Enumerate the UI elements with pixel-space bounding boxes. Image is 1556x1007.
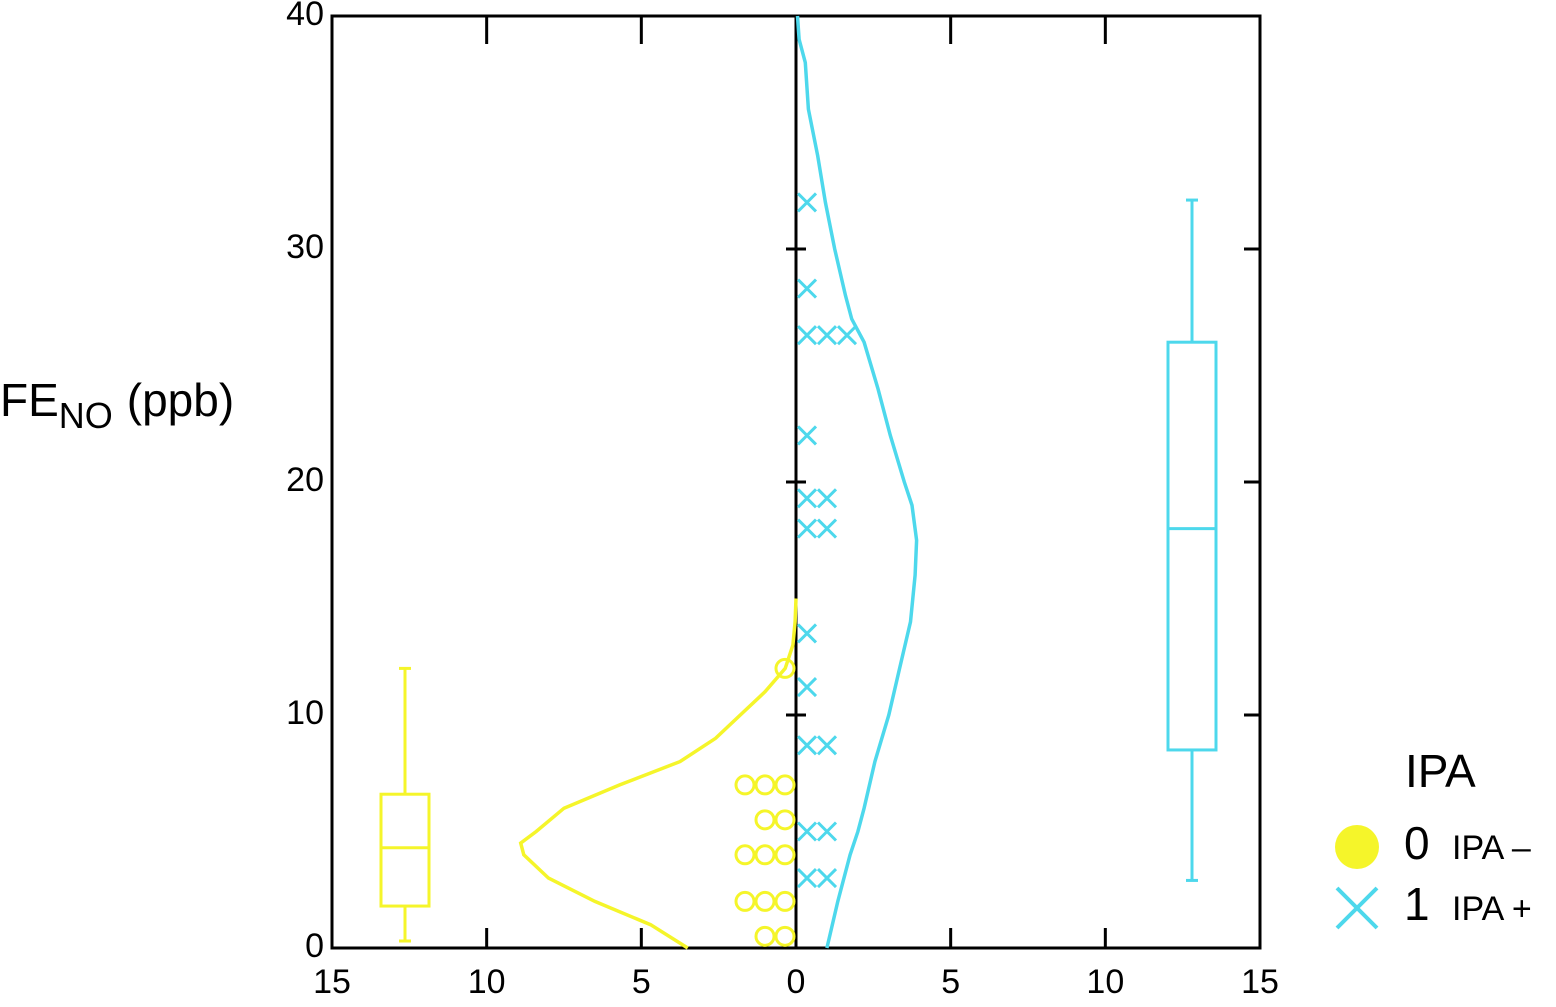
legend-marker bbox=[1335, 825, 1379, 869]
data-point bbox=[774, 809, 796, 831]
data-point bbox=[734, 844, 756, 866]
data-point bbox=[754, 809, 776, 831]
density-curve bbox=[795, 15, 919, 949]
density-curve bbox=[518, 598, 798, 950]
box bbox=[1166, 340, 1218, 752]
data-point bbox=[816, 518, 838, 539]
y-label-main: FE bbox=[0, 374, 59, 426]
data-point bbox=[816, 821, 838, 842]
data-point bbox=[734, 890, 756, 912]
legend-label: IPA + bbox=[1452, 890, 1532, 928]
data-point bbox=[796, 821, 818, 842]
x-tick-label: 15 bbox=[313, 963, 351, 1001]
legend-name: 1 bbox=[1404, 878, 1430, 930]
y-label-unit: (ppb) bbox=[127, 374, 234, 426]
data-point bbox=[796, 623, 818, 644]
legend-title: IPA bbox=[1405, 745, 1476, 797]
x-tick-label: 10 bbox=[468, 963, 506, 1001]
data-point bbox=[774, 890, 796, 912]
x-tick-label: 5 bbox=[941, 963, 960, 1001]
data-point bbox=[796, 192, 818, 213]
y-tick-label: 30 bbox=[286, 228, 324, 266]
data-point bbox=[796, 518, 818, 539]
data-point bbox=[816, 325, 838, 346]
data-point bbox=[796, 488, 818, 509]
data-point bbox=[796, 325, 818, 346]
data-point bbox=[796, 735, 818, 756]
data-point bbox=[754, 925, 776, 947]
data-point bbox=[754, 774, 776, 796]
y-tick-label: 20 bbox=[286, 461, 324, 499]
y-tick-label: 0 bbox=[305, 927, 324, 965]
data-point bbox=[796, 676, 818, 698]
data-point bbox=[774, 657, 796, 679]
data-point bbox=[796, 868, 818, 889]
x-tick-label: 10 bbox=[1086, 963, 1124, 1001]
data-point bbox=[796, 425, 818, 446]
data-point bbox=[796, 278, 818, 299]
y-label-sub: NO bbox=[59, 395, 113, 436]
x-tick-label: 15 bbox=[1241, 963, 1279, 1001]
data-point bbox=[734, 774, 756, 796]
legend-label: IPA – bbox=[1452, 829, 1531, 867]
data-point bbox=[816, 488, 838, 509]
y-axis-label: FENO (ppb) bbox=[0, 374, 234, 435]
legend-marker bbox=[1335, 886, 1379, 930]
x-tick-label: 5 bbox=[632, 963, 651, 1001]
legend-name: 0 bbox=[1404, 817, 1430, 869]
data-point bbox=[774, 774, 796, 796]
data-point bbox=[816, 868, 838, 889]
data-point bbox=[774, 844, 796, 866]
data-point bbox=[754, 844, 776, 866]
y-tick-label: 10 bbox=[286, 694, 324, 732]
x-tick-label: 0 bbox=[787, 963, 806, 1001]
y-tick-label: 40 bbox=[286, 0, 324, 33]
box bbox=[379, 792, 431, 908]
data-point bbox=[836, 325, 858, 346]
data-point bbox=[754, 890, 776, 912]
data-point bbox=[774, 925, 796, 947]
data-point bbox=[816, 735, 838, 756]
